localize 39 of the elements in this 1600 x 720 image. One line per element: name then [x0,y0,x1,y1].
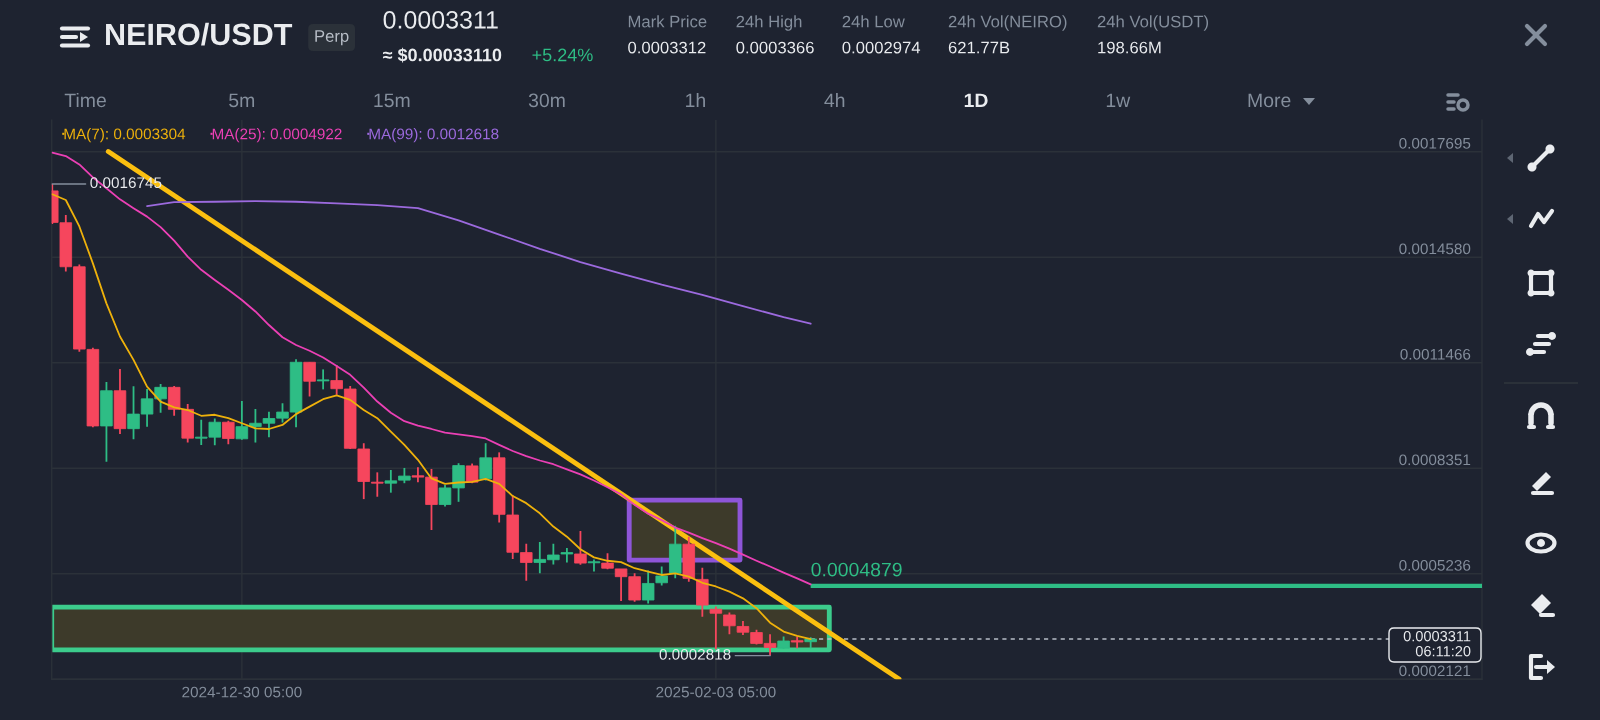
text: Mark Price [628,15,707,28]
text: 15m [374,93,410,108]
text: 621.77B [948,41,1010,54]
text: +5.24% [532,48,593,62]
legend-label: MA(99): 0.0012618 [369,128,499,143]
text: 24h Vol(NEIRO) [948,15,1067,31]
text: 5m [229,93,255,108]
ref-line-label: 0.0003311 [1403,631,1471,642]
annotation: 06:11:20 [1415,646,1471,657]
y-tick-label: 0.0014580 [1399,243,1471,255]
x-tick-label: 2024-12-30 05:00 [182,686,302,698]
text: 1h [686,92,705,108]
text: Perp [315,30,349,46]
text: 4h [824,92,845,108]
y-tick-label: 0.0008351 [1399,454,1471,466]
text: More [1248,93,1291,108]
text: 30m [528,93,565,108]
legend-label: MA(25): 0.0004922 [212,128,342,143]
annotation: 0.0002818 [659,648,731,660]
y-tick-label: 0.0002121 [1399,665,1471,677]
text: ≈ $0.00033110 [382,47,502,63]
text: 0.0003366 [736,41,814,54]
text: 0.0002974 [842,41,921,54]
x-tick-label: 2025-02-03 05:00 [656,686,776,698]
text: 24h Low [842,15,905,28]
series-label: 0.0004879 [811,562,902,577]
y-tick-label: 0.0005236 [1399,559,1471,571]
chart-title: NEIRO/USDT [106,22,293,46]
y-tick-label: 0.0017695 [1399,137,1471,149]
text: 24h Vol(USDT) [1097,15,1209,31]
y-tick-label: 0.0011466 [1400,348,1471,360]
legend-label: MA(7): 0.0003304 [64,128,186,143]
text: 0.0003311 [383,11,498,29]
text: 0.0003312 [628,41,706,54]
text: Time [64,92,106,108]
text: 198.66M [1098,41,1161,54]
text: 1w [1106,93,1131,108]
text: 24h High [736,15,802,31]
text: 1D [964,93,988,108]
